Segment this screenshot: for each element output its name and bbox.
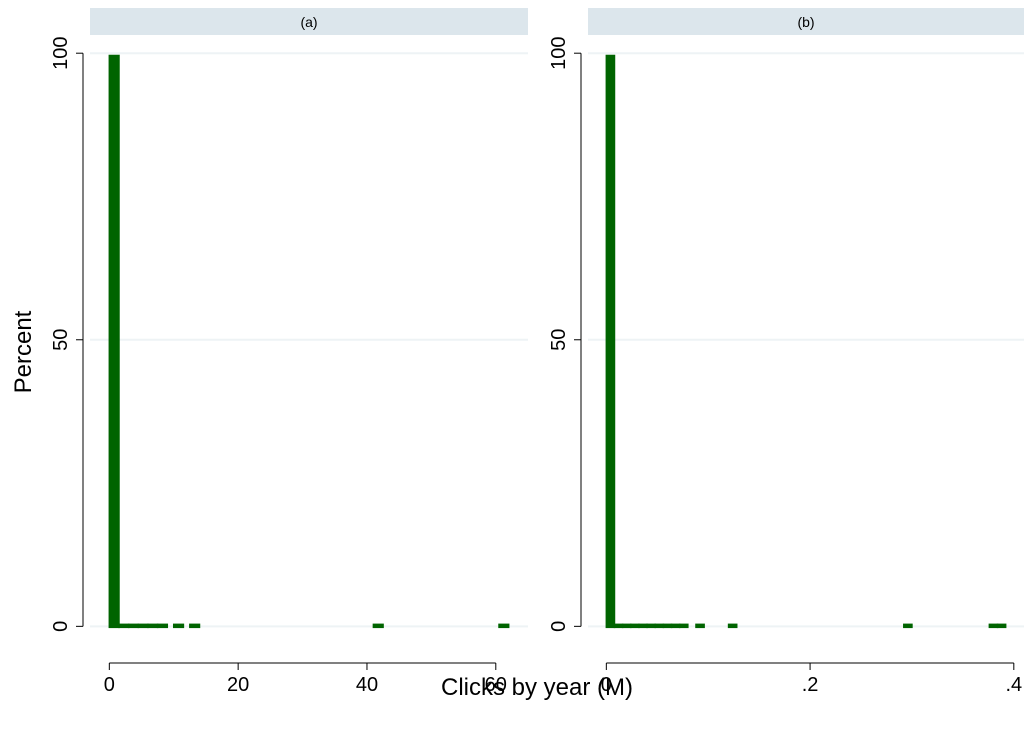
x-tick-label: 0 <box>601 674 612 696</box>
y-tick-label: 100 <box>50 37 72 70</box>
histogram-bar <box>172 623 185 629</box>
histogram-bar <box>638 623 648 629</box>
x-tick-label: .2 <box>802 674 819 696</box>
y-axis-title: Percent <box>10 310 37 393</box>
x-tick-label: 20 <box>227 674 249 696</box>
histogram-bar <box>670 623 681 629</box>
x-tick-label: 60 <box>485 674 507 696</box>
histogram-bar <box>630 623 640 629</box>
panel-title: (b) <box>797 14 814 30</box>
y-tick-label: 50 <box>50 329 72 351</box>
chart-panel: (a) 0 50 100 0 20 40 60 <box>50 8 528 696</box>
y-tick-label: 0 <box>50 621 72 632</box>
x-tick-label: .4 <box>1005 674 1022 696</box>
x-tick-label: 40 <box>356 674 378 696</box>
histogram-bar <box>127 623 140 629</box>
panel-title: (a) <box>300 14 317 30</box>
x-tick-label: 0 <box>104 674 115 696</box>
histogram-bar <box>108 54 120 629</box>
histogram-bar <box>156 623 169 629</box>
histogram-bar <box>189 623 201 629</box>
histogram-bar <box>147 623 159 629</box>
histogram-bar <box>613 623 624 629</box>
panel-header <box>588 8 1024 35</box>
histogram-bar <box>678 623 689 629</box>
histogram-bar <box>646 623 656 629</box>
chart-panel: (b) 0 50 100 0 .2 .4 <box>548 8 1024 696</box>
histogram-bar <box>118 623 130 629</box>
histogram-bar <box>996 623 1007 629</box>
histogram-bar <box>372 623 384 629</box>
x-axis-title: Clicks by year (M) <box>441 674 633 701</box>
histogram-bar <box>605 54 616 629</box>
histogram-bar <box>988 623 999 629</box>
y-tick-label: 100 <box>548 37 570 70</box>
y-tick-label: 50 <box>548 329 570 351</box>
histogram-bar <box>498 623 510 629</box>
histogram-bar <box>662 623 673 629</box>
histogram-bar <box>654 623 665 629</box>
panel-header <box>90 8 528 35</box>
histogram-bar <box>903 623 913 629</box>
histogram-bar <box>727 623 738 629</box>
histogram-bar <box>621 623 632 629</box>
histogram-bar <box>695 623 705 629</box>
y-tick-label: 0 <box>548 621 570 632</box>
histogram-bar <box>137 623 149 629</box>
